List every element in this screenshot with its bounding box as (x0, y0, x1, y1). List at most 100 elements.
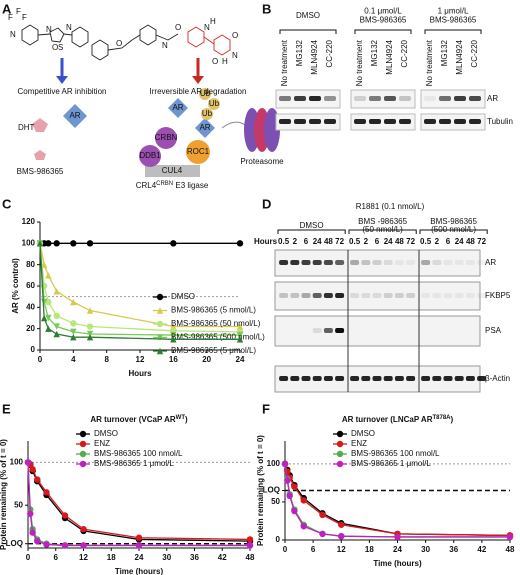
y-axis-label: Protein remaining (% of t = 0) (256, 435, 265, 546)
blot-frame (350, 89, 416, 109)
crbn (155, 127, 177, 149)
band (394, 293, 404, 298)
group-label: BMS-986365 (360, 16, 407, 25)
protein-label: AR (199, 123, 210, 132)
point (281, 460, 289, 468)
legend-label: BMS-986365 100 nmol/L (351, 449, 440, 458)
x-tick-label: 6 (311, 545, 316, 554)
hour-label: 2 (364, 237, 369, 246)
hour-label: 48 (324, 237, 333, 246)
ar-protein (63, 104, 87, 128)
band (443, 260, 453, 265)
point (236, 323, 244, 330)
x-tick-label: 42 (477, 545, 486, 554)
atom-label: H (210, 17, 216, 26)
atom-label: F (16, 7, 21, 16)
point (34, 476, 41, 483)
y-tick-label: LOQ (263, 486, 280, 495)
ligand-label: DHT (18, 123, 35, 132)
point (336, 440, 344, 448)
lane-label: MLN4924 (385, 39, 394, 74)
row-label: FKBP5 (485, 291, 511, 300)
x-tick-label: 30 (421, 545, 430, 554)
point (135, 542, 143, 549)
y-tick-label: 50 (271, 497, 280, 506)
ub (208, 98, 220, 110)
hour-label: 0.5 (278, 237, 290, 246)
point (45, 314, 52, 322)
point (45, 272, 52, 279)
band (301, 260, 311, 265)
lane-label: CC-220 (325, 39, 334, 67)
band (279, 119, 291, 124)
legend-label: BMS-986365 (5 nmol/L) (171, 306, 256, 315)
y-tick-label: 120 (22, 217, 36, 226)
y-tick-label: 0 (31, 345, 36, 354)
point (70, 298, 77, 306)
protein-label: CRBN (155, 133, 178, 142)
band (394, 376, 404, 381)
ub (201, 108, 213, 120)
point (86, 323, 94, 330)
point (338, 521, 345, 528)
band (372, 376, 382, 381)
protein-label: ROC1 (187, 147, 210, 156)
atom-label: N (232, 51, 238, 60)
band (424, 119, 436, 124)
band (454, 96, 466, 101)
point (61, 542, 69, 549)
hour-label: 24 (313, 237, 322, 246)
point (53, 312, 60, 320)
point (70, 328, 77, 336)
blot-frame (420, 89, 486, 109)
band (421, 260, 431, 265)
hour-label: 24 (455, 237, 464, 246)
band (301, 293, 311, 298)
row-label: PSA (485, 326, 502, 335)
proteasome-label: Proteasome (240, 157, 284, 166)
x-tick-label: 20 (202, 355, 211, 364)
band (469, 96, 481, 101)
band (406, 376, 416, 381)
atom-label: H (222, 57, 228, 66)
legend-label: ENZ (351, 439, 367, 448)
blot-frame (420, 113, 486, 131)
x-axis-label: Time (hours) (373, 559, 422, 568)
ligand (32, 118, 48, 132)
atom-label: O (52, 43, 58, 52)
lane-label: MG132 (440, 39, 449, 66)
atom-label: O (116, 39, 122, 48)
band (454, 260, 464, 265)
point (70, 320, 77, 327)
legend-label: DMSO (171, 292, 195, 301)
band (350, 293, 360, 298)
ddb1 (139, 145, 161, 167)
atom-label: F (8, 13, 13, 22)
point (86, 334, 94, 341)
point (236, 331, 244, 339)
compound-icon (34, 150, 46, 160)
band (361, 293, 371, 298)
point (300, 497, 307, 504)
atom-label: O (232, 31, 238, 40)
protein-label: AR (69, 111, 80, 120)
legend-label: DMSO (351, 429, 375, 438)
panel-letter: F (262, 401, 270, 416)
group-label: BMS-986365 (430, 217, 477, 226)
band (432, 376, 442, 381)
arrow-head (56, 76, 68, 84)
point (336, 460, 344, 468)
point (319, 530, 326, 538)
protein-label: DDB1 (139, 151, 161, 160)
legend-label: BMS-986365 (500 nmol/L) (171, 333, 265, 342)
x-axis-label: Time (hours) (115, 567, 164, 575)
hour-label: 6 (446, 237, 451, 246)
band (369, 119, 381, 124)
point (156, 307, 164, 314)
point (506, 533, 514, 541)
panel-letter: D (262, 196, 271, 211)
atom-label: N (204, 23, 210, 32)
band (421, 293, 431, 298)
band (383, 376, 393, 381)
